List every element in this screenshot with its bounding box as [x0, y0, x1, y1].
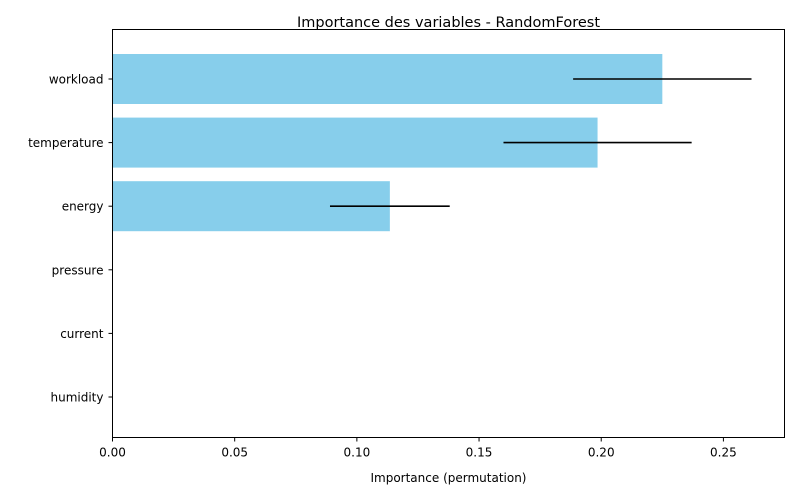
x-tick-label: 0.15: [466, 446, 493, 460]
y-tick-label-current: current: [60, 327, 104, 341]
error-bars-layer: [329, 78, 752, 207]
x-tick-label: 0.05: [221, 446, 248, 460]
y-tick-label-temperature: temperature: [28, 136, 103, 150]
chart-title: Importance des variables - RandomForest: [297, 15, 600, 31]
x-axis-label: Importance (permutation): [370, 471, 526, 485]
x-tick-label: 0.25: [710, 446, 737, 460]
y-axis: workload temperature energy pressure current…: [28, 73, 113, 405]
x-tick-label: 0.10: [344, 446, 371, 460]
bar-workload: [112, 54, 663, 104]
x-tick-label: 0.00: [99, 446, 126, 460]
x-tick-label: 0.20: [588, 446, 615, 460]
y-tick-label-workload: workload: [49, 73, 104, 87]
y-tick-label-energy: energy: [62, 200, 104, 214]
y-tick-label-humidity: humidity: [51, 391, 104, 405]
y-tick-label-pressure: pressure: [52, 263, 104, 277]
plot-frame: [112, 29, 785, 438]
x-axis: 0.00 0.05 0.10 0.15 0.20 0.25: [99, 437, 737, 460]
